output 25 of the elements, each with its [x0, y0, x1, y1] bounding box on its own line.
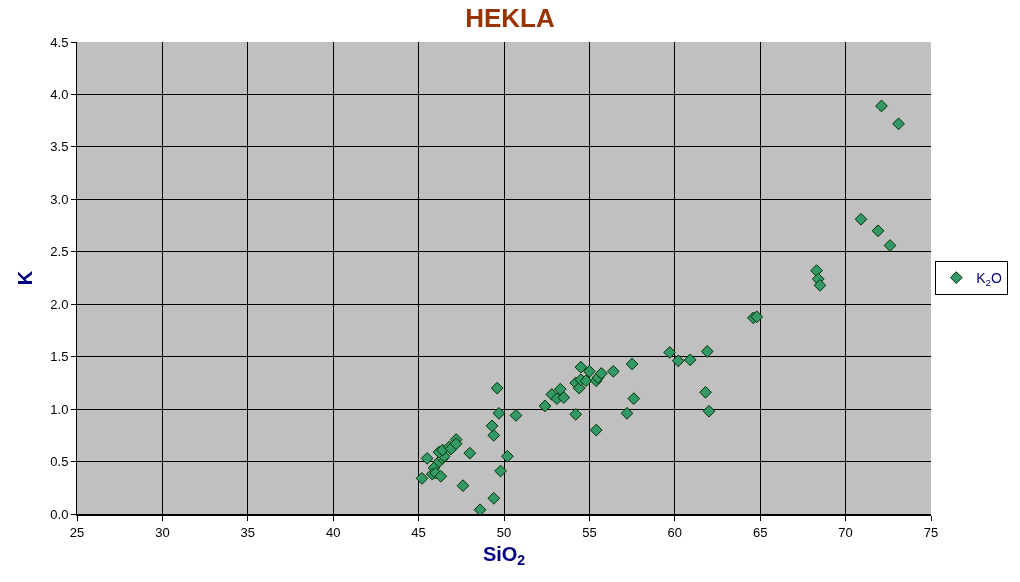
x-tick-label: 45 — [411, 524, 426, 540]
x-tick-label: 60 — [667, 524, 683, 540]
y-tick-label: 3.5 — [50, 139, 69, 155]
x-tick-label: 70 — [838, 524, 853, 540]
chart-title: HEKLA — [465, 2, 555, 33]
x-tick-label: 55 — [582, 524, 597, 540]
x-tick-label: 75 — [923, 524, 939, 540]
x-tick-label: 35 — [240, 524, 256, 540]
x-tick-label: 50 — [496, 524, 512, 540]
x-axis-title: SiO$_{2}$ — [482, 542, 526, 568]
y-tick-label: 2.5 — [50, 244, 69, 260]
legend-label: K$_{2}$O — [976, 270, 1003, 288]
y-tick-label: 4.0 — [50, 86, 69, 102]
y-tick-label: 3.0 — [50, 191, 69, 207]
x-tick-label: 65 — [752, 524, 768, 540]
x-tick-label: 30 — [155, 524, 170, 540]
y-tick-label: 4.5 — [50, 34, 69, 50]
y-tick-label: 0.0 — [50, 506, 69, 522]
y-tick-label: 2.0 — [50, 296, 69, 312]
y-tick-label: 0.5 — [50, 454, 69, 470]
y-tick-label: 1.0 — [50, 401, 69, 417]
x-tick-label: 25 — [69, 524, 85, 540]
y-axis-title: K — [13, 270, 36, 286]
y-tick-label: 1.5 — [50, 349, 69, 365]
x-tick-label: 40 — [325, 524, 341, 540]
